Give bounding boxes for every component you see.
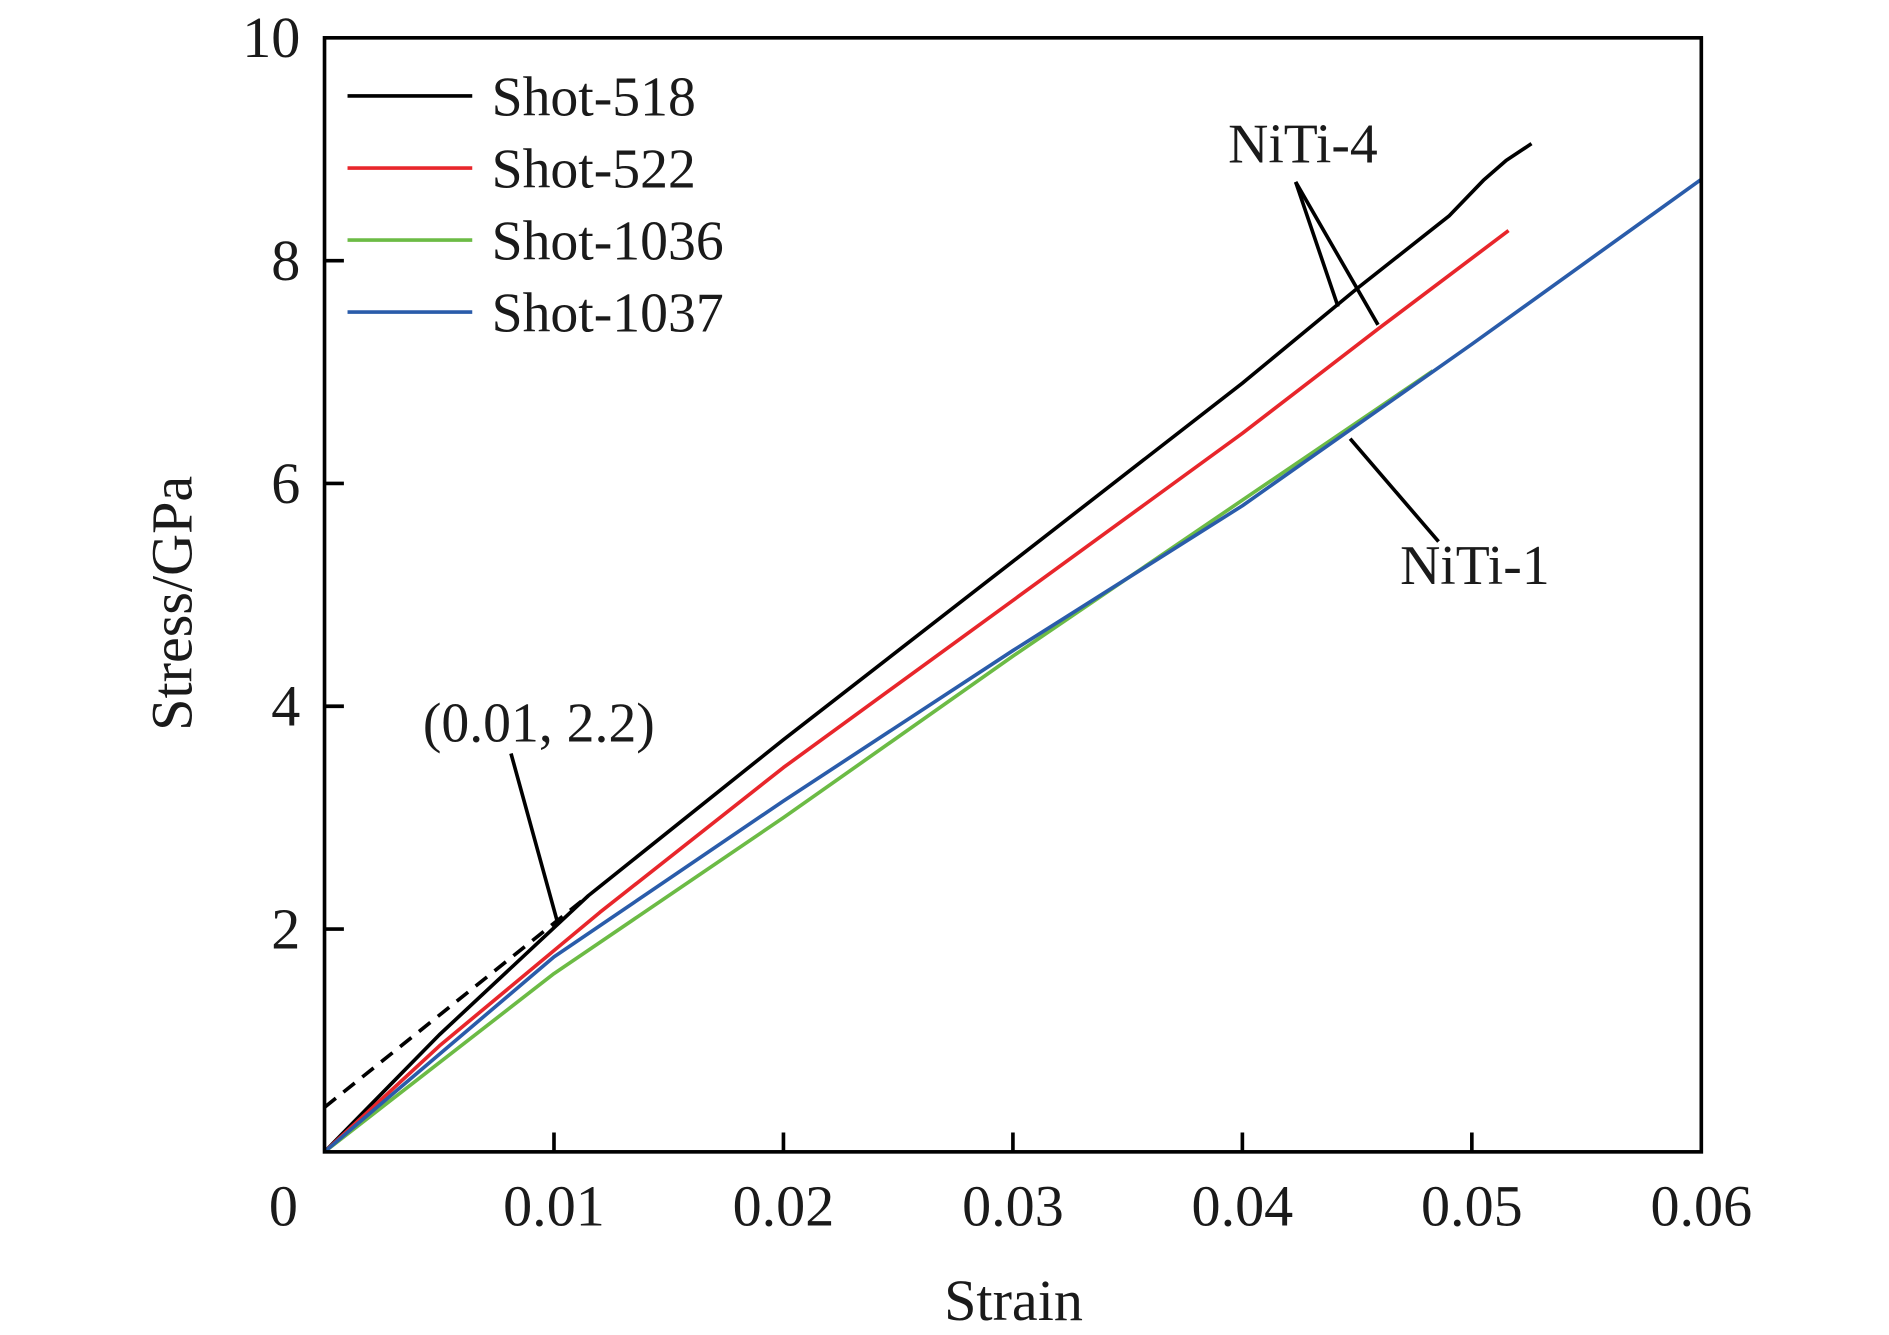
y-tick-label: 4 [271,674,300,739]
legend-label: Shot-1037 [492,282,724,344]
x-tick-label: 0.02 [733,1174,835,1239]
x-tick-label: 0.03 [962,1174,1064,1239]
x-tick-label: 0.01 [503,1174,605,1239]
annotation-niti1-label: NiTi-1 [1400,535,1550,597]
y-axis-label: Stress/GPa [139,476,204,731]
annotation-niti4-label: NiTi-4 [1228,114,1378,176]
ticks-layer: 0 0.01 0.02 0.03 0.04 0.05 0.06 2 4 6 8 10 [242,5,1752,1239]
series-layer [323,142,1703,1154]
x-tick-label: 0 [269,1174,298,1239]
series-line-shot-522 [323,229,1510,1154]
reference-dashed-line [323,894,590,1109]
series-line-shot-518 [323,142,1533,1154]
annotation-niti1-leader [1348,437,1440,543]
x-tick-label: 0.06 [1650,1174,1752,1239]
x-axis-label: Strain [944,1268,1083,1333]
annotation-point-leader [509,752,559,922]
annotations: (0.01, 2.2) NiTi-4 NiTi-1 [423,114,1550,922]
x-tick-label: 0.05 [1421,1174,1523,1239]
x-tick-label: 0.04 [1192,1174,1294,1239]
legend-label: Shot-518 [492,66,696,128]
y-tick-label: 10 [242,5,300,70]
annotation-point-label: (0.01, 2.2) [423,692,655,754]
legend-label: Shot-522 [492,138,696,200]
y-tick-label: 8 [271,228,300,293]
annotation-niti4-leader-1 [1293,181,1340,308]
annotation-niti4-leader-2 [1294,181,1380,326]
y-tick-label: 6 [271,451,300,516]
series-line-shot-1036 [323,369,1434,1154]
y-tick-label: 2 [271,896,300,961]
legend: Shot-518 Shot-522 Shot-1036 Shot-1037 [347,66,724,344]
series-line-shot-1037 [323,177,1703,1154]
legend-label: Shot-1036 [492,210,724,272]
